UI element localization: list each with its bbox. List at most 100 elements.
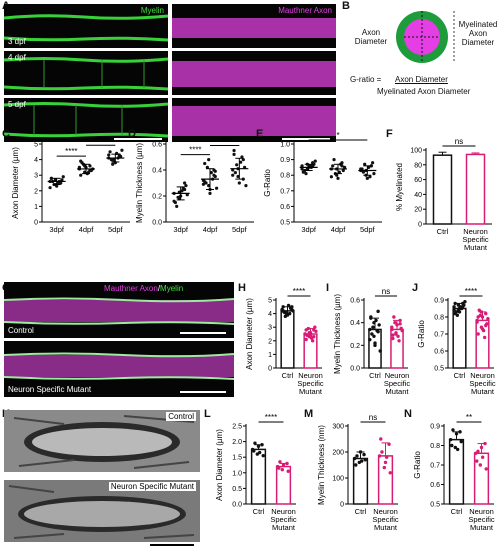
x-tick-label: Neuron	[373, 507, 398, 516]
data-point	[207, 184, 211, 188]
x-tick-label: Specific	[469, 379, 496, 388]
data-point	[384, 455, 389, 459]
y-tick-label: 40	[414, 192, 422, 199]
data-point	[329, 175, 333, 179]
data-point	[301, 170, 305, 174]
y-tick-label: 0.0	[152, 220, 162, 227]
significance-label: ****	[465, 287, 477, 296]
g-title-sep: /	[157, 284, 161, 293]
data-point	[363, 162, 367, 166]
data-point	[479, 445, 484, 450]
data-point	[365, 176, 369, 180]
micrograph-myelin-3dpf: 3 dpf Myelin	[4, 4, 168, 48]
significance-label: ****	[65, 147, 77, 156]
panel-label-d: D	[128, 128, 136, 140]
data-point	[398, 318, 402, 323]
data-point	[207, 158, 211, 162]
data-point	[382, 465, 387, 470]
data-point	[117, 154, 121, 159]
data-point	[378, 349, 382, 353]
data-point	[209, 171, 213, 175]
data-point	[212, 173, 216, 177]
y-tick-label: 0.8	[434, 315, 444, 322]
data-point	[312, 335, 316, 339]
data-point	[473, 451, 478, 455]
data-point	[368, 327, 372, 332]
x-tick-label: 5dpf	[232, 225, 248, 234]
y-tick-label: 0.6	[430, 482, 440, 489]
data-point	[213, 169, 217, 173]
g-ratio-denominator: Myelinated Axon Diameter	[377, 87, 471, 96]
data-point	[331, 164, 335, 168]
y-tick-label: 20	[414, 207, 422, 214]
x-tick-label: Mutant	[464, 243, 488, 252]
y-tick-label: 0.5	[430, 502, 440, 509]
data-point	[482, 335, 487, 340]
x-tick-label: Mutant	[470, 523, 494, 532]
y-tick-label: 0.0	[232, 502, 242, 509]
data-point	[372, 320, 376, 325]
y-axis-label: Axon Diameter (µm)	[215, 429, 224, 501]
data-point	[260, 443, 264, 447]
data-point	[362, 452, 366, 457]
bar	[250, 448, 267, 505]
data-point	[285, 461, 289, 466]
y-axis-label: G-Ratio	[263, 169, 272, 197]
age-label-3dpf: 3 dpf	[8, 37, 26, 46]
data-point	[388, 471, 392, 475]
x-tick-label: Ctrl	[355, 507, 367, 516]
y-tick-label: 0	[34, 220, 38, 227]
panel-label-c: C	[2, 128, 10, 140]
x-tick-label: Specific	[372, 515, 399, 524]
data-point	[175, 204, 179, 208]
y-tick-label: 5	[34, 142, 38, 149]
y-tick-label: 4	[268, 311, 272, 318]
data-point	[486, 317, 490, 321]
bar	[432, 154, 453, 225]
data-point	[49, 176, 53, 180]
data-point	[277, 466, 281, 470]
data-point	[395, 323, 399, 327]
data-point	[368, 175, 372, 179]
data-point	[452, 305, 456, 309]
x-tick-label: Neuron	[469, 507, 494, 516]
k-control-label: Control	[166, 412, 196, 421]
y-tick-label: 0.8	[280, 173, 290, 180]
data-point	[208, 191, 212, 195]
y-axis-label: Myelin Thickness (nm)	[317, 425, 326, 505]
data-point	[232, 148, 236, 153]
data-point	[291, 309, 295, 313]
data-point	[458, 430, 462, 434]
y-tick-label: 0.5	[434, 366, 444, 373]
panel-label-f: F	[386, 128, 393, 140]
y-axis-label: G-Ratio	[417, 320, 426, 348]
data-point	[371, 161, 375, 165]
data-point	[88, 168, 92, 173]
data-point	[256, 444, 261, 448]
data-point	[172, 199, 176, 203]
y-tick-label: 100	[332, 476, 344, 483]
y-tick-label: 1	[34, 204, 38, 211]
data-point	[354, 463, 358, 467]
significance-label: *	[336, 131, 339, 140]
data-point	[281, 309, 285, 313]
x-tick-label: Mutant	[471, 387, 495, 396]
y-tick-label: 1.5	[232, 455, 242, 462]
y-tick-label: 0.6	[350, 298, 360, 305]
data-point	[461, 305, 465, 309]
y-tick-label: 60	[414, 177, 422, 184]
chart-h: 0 1 2 3 4 5 Axon Diameter (µm) Ctrl NeuronSpecif…	[245, 287, 324, 396]
significance-label: ****	[189, 146, 201, 155]
data-point	[374, 318, 378, 323]
data-point	[359, 167, 363, 171]
bar	[465, 153, 486, 225]
x-tick-label: Ctrl	[454, 371, 466, 380]
data-point	[308, 333, 313, 338]
data-point	[83, 170, 87, 174]
data-point	[281, 305, 285, 309]
data-point	[361, 170, 365, 174]
data-point	[232, 152, 236, 156]
significance-label: ns	[382, 287, 390, 296]
micrograph-mutant: Neuron Specific Mutant	[4, 341, 234, 397]
panel-label-i: I	[326, 282, 330, 294]
